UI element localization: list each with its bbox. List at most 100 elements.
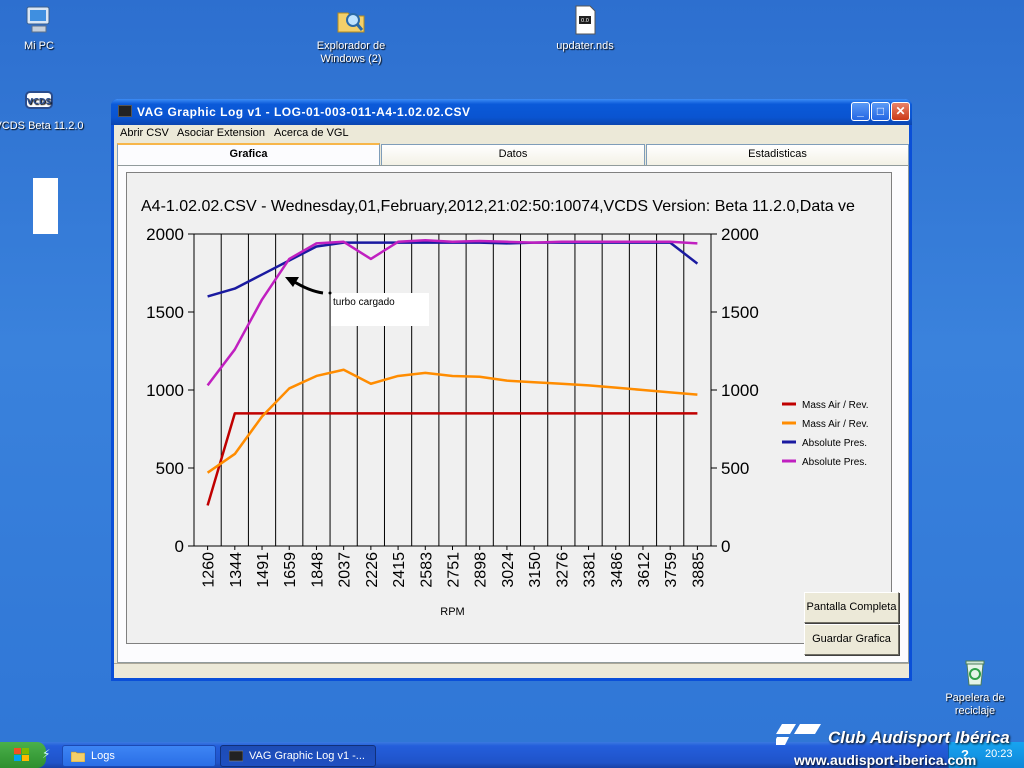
close-icon: ✕ [895, 104, 906, 118]
y-tick-label-left: 500 [156, 459, 184, 478]
y-tick-label-left: 1000 [146, 381, 184, 400]
y-tick-label-right: 2000 [721, 225, 759, 244]
watermark: Club Audisport Ibérica www.audisport-ibe… [776, 724, 1024, 768]
desktop-icon-recycle-bin[interactable]: Papelera de reciclaje [930, 656, 1020, 718]
x-tick-label: 3612 [636, 552, 653, 588]
window-title: VAG Graphic Log v1 - LOG-01-003-011-A4-1… [137, 105, 471, 119]
taskbar: ⚡ Logs VAG Graphic Log v1 -... ? 20:23 [0, 742, 1024, 768]
desktop-icon-label: Explorador de Windows (2) [316, 40, 386, 65]
watermark-url: www.audisport-iberica.com [794, 752, 977, 768]
x-tick-label: 3759 [663, 552, 680, 588]
minimize-button[interactable]: _ [851, 102, 870, 121]
desktop-icon-explorer[interactable]: Explorador de Windows (2) [306, 4, 396, 66]
computer-icon [26, 6, 50, 33]
x-tick-label: 3276 [554, 552, 571, 588]
legend-label: Absolute Pres. [802, 457, 867, 468]
desktop-icon-vcds[interactable]: VCDS VCDS Beta 11.2.0 [0, 88, 84, 133]
windows-flag-icon [14, 748, 29, 761]
svg-text:VCDS: VCDS [27, 97, 52, 106]
y-tick-label-right: 500 [721, 459, 749, 478]
menu-abrir-csv[interactable]: Abrir CSV [120, 127, 169, 139]
desktop-icon-label: updater.nds [556, 40, 614, 52]
app-icon [118, 105, 132, 117]
legend-label: Mass Air / Rev. [802, 419, 869, 430]
file-icon: 0.0 [575, 5, 596, 35]
x-tick-label: 2226 [364, 552, 381, 588]
clock: 20:23 [985, 748, 1013, 760]
explorer-icon [337, 12, 365, 33]
annotation-arrowhead [285, 277, 299, 287]
x-axis-label: RPM [440, 606, 464, 618]
y-tick-label-left: 1500 [146, 303, 184, 322]
chart-frame: A4-1.02.02.CSV - Wednesday,01,February,2… [126, 172, 892, 644]
x-tick-label: 3885 [690, 552, 707, 588]
legend-label: Mass Air / Rev. [802, 400, 869, 411]
line-chart: 0 0 500 500 1000 1000 1500 1500 2000 2000 1260 1344… [146, 225, 869, 618]
taskbar-item-label: Logs [91, 750, 115, 762]
annotation-box [331, 293, 429, 326]
plot-area [193, 233, 712, 547]
x-tick-label: 1659 [282, 552, 299, 588]
taskbar-item-logs[interactable]: Logs [62, 745, 216, 767]
desktop-icon-updater[interactable]: 0.0 updater.nds [540, 4, 630, 53]
x-tick-label: 2898 [473, 552, 490, 588]
folder-icon [71, 751, 85, 762]
tab-strip: Grafica Datos Estadisticas [117, 143, 909, 166]
start-button[interactable] [0, 742, 46, 768]
app-icon [229, 750, 243, 762]
maximize-icon: □ [876, 104, 885, 118]
blank-rectangle [33, 178, 58, 234]
minimize-icon: _ [857, 104, 864, 118]
menu-bar: Abrir CSV Asociar Extension Acerca de VG… [114, 125, 909, 143]
help-icon[interactable]: ? [961, 747, 969, 762]
x-tick-label: 1344 [228, 552, 245, 588]
series-line [206, 238, 698, 387]
legend-label: Absolute Pres. [802, 438, 867, 449]
x-tick-label: 2037 [337, 552, 354, 588]
chart-title: A4-1.02.02.CSV - Wednesday,01,February,2… [141, 198, 855, 215]
x-tick-label: 3150 [527, 552, 544, 588]
watermark-club-name: Club Audisport Ibérica [828, 728, 1010, 747]
series-line [206, 412, 698, 506]
close-button[interactable]: ✕ [891, 102, 910, 121]
status-bar [114, 663, 909, 678]
svg-text:0.0: 0.0 [581, 18, 589, 24]
x-tick-label: 2415 [391, 552, 408, 588]
vcds-icon: VCDS [25, 91, 53, 109]
x-tick-label: 1491 [255, 552, 272, 588]
annotation-dot [328, 291, 332, 295]
y-tick-label-right: 0 [721, 537, 730, 556]
x-tick-label: 3381 [582, 552, 599, 588]
annotation-arrow [292, 279, 324, 295]
tab-datos[interactable]: Datos [381, 144, 645, 165]
annotation-label: turbo cargado [333, 297, 395, 308]
x-tick-label: 2583 [418, 552, 435, 588]
x-tick-label: 3486 [609, 552, 626, 588]
club-logo-icon [776, 724, 821, 745]
menu-asociar-extension[interactable]: Asociar Extension [177, 127, 266, 139]
app-window: VAG Graphic Log v1 - LOG-01-003-011-A4-1… [111, 99, 912, 681]
y-tick-label-right: 1500 [721, 303, 759, 322]
desktop-icon-mi-pc[interactable]: Mi PC [0, 4, 84, 53]
desktop-icon-label: Mi PC [24, 40, 54, 52]
desktop-icon-label: Papelera de reciclaje [945, 692, 1005, 717]
menu-acerca-de[interactable]: Acerca de VGL [274, 127, 349, 139]
y-tick-label-right: 1000 [721, 381, 759, 400]
x-tick-label: 1848 [309, 552, 326, 588]
quick-launch-icon[interactable]: ⚡ [42, 747, 51, 761]
taskbar-item-label: VAG Graphic Log v1 -... [249, 750, 365, 762]
tab-estadisticas[interactable]: Estadisticas [646, 144, 909, 165]
taskbar-item-vag-graphic-log[interactable]: VAG Graphic Log v1 -... [220, 745, 376, 767]
maximize-button[interactable]: □ [871, 102, 890, 121]
system-tray: ? 20:23 [948, 742, 1024, 768]
tab-grafica[interactable]: Grafica [117, 143, 380, 166]
title-bar[interactable]: VAG Graphic Log v1 - LOG-01-003-011-A4-1… [111, 99, 912, 125]
x-tick-label: 1260 [201, 552, 218, 588]
y-tick-label-left: 0 [175, 537, 184, 556]
fullscreen-button[interactable]: Pantalla Completa [804, 592, 899, 623]
series-line [206, 368, 698, 474]
save-chart-button[interactable]: Guardar Grafica [804, 624, 899, 655]
recycle-bin-icon [965, 660, 985, 686]
x-tick-label: 2751 [446, 552, 463, 588]
desktop-icon-label: VCDS Beta 11.2.0 [0, 120, 84, 132]
